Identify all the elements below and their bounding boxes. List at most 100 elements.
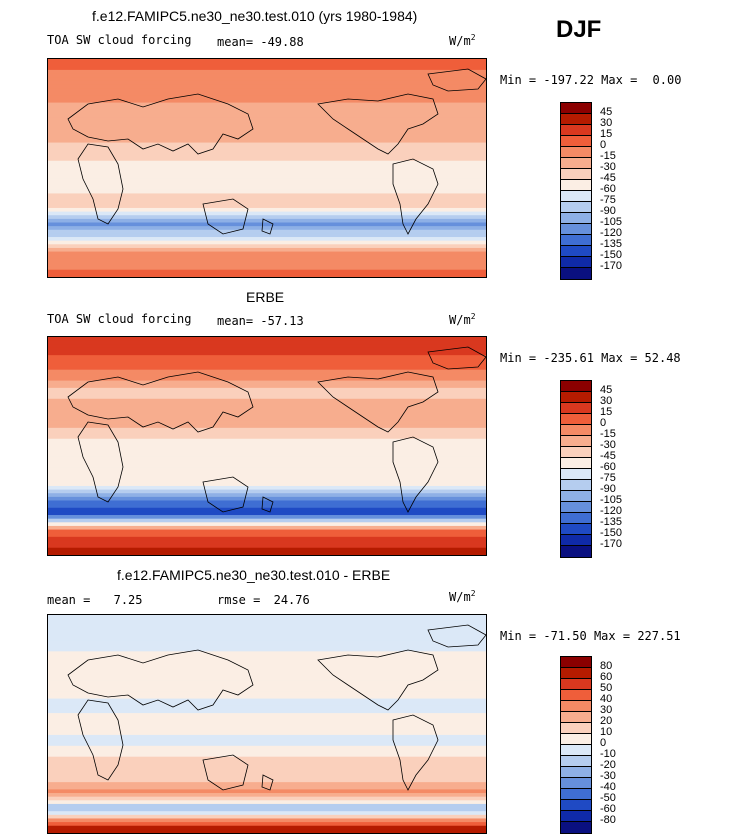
field-band: [48, 186, 486, 191]
colorbar-tick-label: 40: [600, 693, 613, 705]
field-band: [48, 814, 486, 819]
field-band: [48, 727, 486, 732]
field-band: [48, 673, 486, 678]
colorbar-swatch: [561, 657, 591, 668]
field-band: [48, 347, 486, 353]
field-band: [48, 384, 486, 389]
colorbar-tick-label: 0: [600, 139, 607, 151]
coastline: [317, 371, 439, 433]
field-band: [48, 157, 486, 162]
field-band: [48, 644, 486, 649]
field-band: [48, 117, 486, 122]
field-band: [48, 771, 486, 776]
field-band: [48, 171, 486, 176]
min-label: Min =: [500, 629, 537, 643]
colorbar-swatch: [561, 147, 591, 158]
field-band: [48, 522, 486, 527]
field-band: [48, 507, 486, 512]
field-band: [48, 207, 486, 213]
field-band: [48, 767, 486, 772]
panel-1-title: f.e12.FAMIPC5.ne30_ne30.test.010 (yrs 19…: [92, 8, 418, 24]
colorbar-tick-label: -20: [600, 759, 616, 771]
panel-1-mean-value: -49.88: [260, 35, 304, 49]
coastline: [202, 754, 249, 791]
field-band: [48, 493, 486, 498]
panel-3-mean-label: mean =: [47, 593, 91, 607]
field-band: [48, 453, 486, 458]
colorbar-swatch: [561, 257, 591, 268]
field-band: [48, 102, 486, 107]
field-band: [48, 73, 486, 78]
colorbar-swatch: [561, 458, 591, 469]
field-band: [48, 811, 486, 816]
field-band: [48, 211, 486, 216]
field-band: [48, 687, 486, 692]
field-band: [48, 540, 486, 545]
panel-2-minmax: Min = -235.61 Max = 52.48: [500, 351, 681, 365]
min-label: Min =: [500, 351, 537, 365]
panel-3-minmax: Min = -71.50 Max = 227.51: [500, 629, 681, 643]
field-band: [48, 654, 486, 660]
field-band: [48, 633, 486, 638]
colorbar-tick-label: -90: [600, 205, 616, 217]
field-band: [48, 391, 486, 396]
max-value: 227.51: [637, 629, 681, 643]
field-band: [48, 536, 486, 541]
coastline: [392, 714, 439, 791]
field-band: [48, 387, 486, 392]
field-band: [48, 164, 486, 169]
colorbar-swatch: [561, 767, 591, 778]
field-band: [48, 716, 486, 721]
colorbar-tick-label: -60: [600, 183, 616, 195]
field-band: [48, 803, 486, 809]
field-band: [48, 362, 486, 367]
field-band: [48, 709, 486, 714]
field-band: [48, 529, 486, 534]
field-band: [48, 464, 486, 469]
coastline: [427, 624, 486, 648]
colorbar-tick-label: -60: [600, 461, 616, 473]
field-band: [48, 829, 486, 833]
colorbar-swatch: [561, 403, 591, 414]
field-band: [48, 197, 486, 202]
max-label: Max =: [601, 351, 638, 365]
field-band: [48, 138, 486, 144]
panel-2-variable: TOA SW cloud forcing: [47, 312, 192, 326]
field-band: [48, 77, 486, 82]
field-band: [48, 178, 486, 184]
colorbar-swatch: [561, 734, 591, 745]
colorbar-tick-label: -15: [600, 428, 616, 440]
panel-3-rmse: rmse = 24.76: [217, 593, 310, 607]
colorbar-swatch: [561, 235, 591, 246]
field-band: [48, 109, 486, 114]
field-band: [48, 525, 486, 531]
field-band: [48, 80, 486, 85]
panel-2-mean-label: mean=: [217, 314, 254, 328]
field-band: [48, 547, 486, 552]
field-band: [48, 233, 486, 238]
field-band: [48, 222, 486, 227]
field-band: [48, 618, 486, 623]
colorbar-swatch: [561, 546, 591, 557]
colorbar-tick-label: 0: [600, 737, 607, 749]
colorbar-swatch: [561, 268, 591, 279]
field-band: [48, 782, 486, 787]
field-band: [48, 504, 486, 509]
colorbar-swatch: [561, 756, 591, 767]
field-band: [48, 446, 486, 451]
panel-2-coastlines: [67, 346, 486, 513]
panel-2-title: ERBE: [246, 289, 285, 305]
field-band: [48, 467, 486, 472]
panel-1-units: W/m2: [449, 33, 476, 48]
colorbar-swatch: [561, 103, 591, 114]
panel-1-field: [48, 59, 486, 277]
field-band: [48, 113, 486, 118]
field-band: [48, 344, 486, 349]
field-band: [48, 720, 486, 725]
colorbar-tick-label: -135: [600, 516, 623, 528]
colorbar-swatch: [561, 811, 591, 822]
colorbar-swatch: [561, 169, 591, 180]
field-band: [48, 734, 486, 740]
panel-1-coastlines: [67, 68, 486, 235]
coastline: [261, 218, 274, 235]
